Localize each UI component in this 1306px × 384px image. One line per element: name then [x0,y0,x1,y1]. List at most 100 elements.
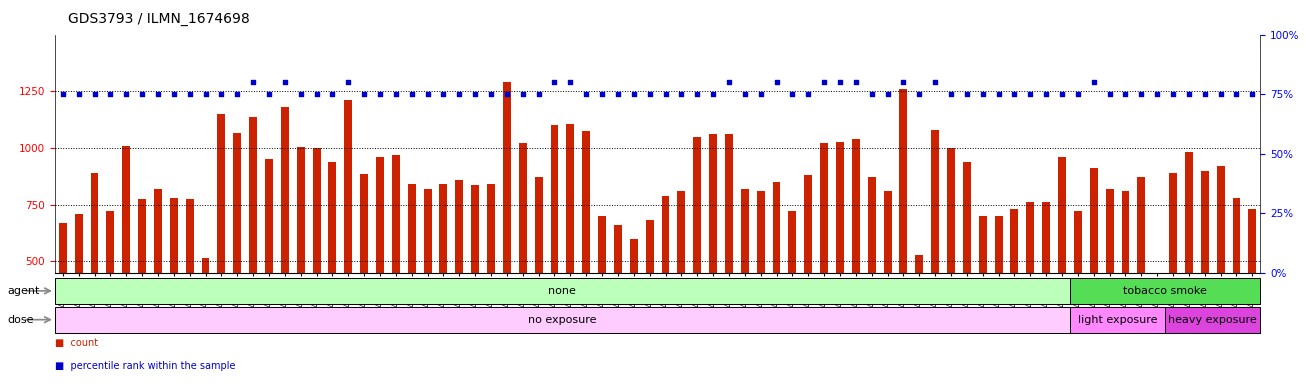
Point [243,79,264,85]
Bar [170,198,178,273]
Bar [995,216,1003,273]
Bar [1074,212,1081,273]
Bar [645,220,653,273]
Point [528,91,549,97]
Point [878,91,899,97]
Text: tobacco smoke: tobacco smoke [1123,286,1207,296]
Bar [978,216,987,273]
Bar [201,258,209,273]
Bar [534,177,542,273]
Bar [1106,189,1114,273]
Point [545,79,565,85]
Bar [582,131,590,273]
Point [417,91,438,97]
Bar [503,82,511,273]
Text: no exposure: no exposure [528,314,597,325]
Bar [1011,209,1019,273]
Bar [725,134,733,273]
Point [940,91,961,97]
Point [1194,91,1215,97]
Point [1083,79,1104,85]
Point [734,91,755,97]
Point [1131,91,1152,97]
Bar [360,174,368,273]
Bar [138,199,146,273]
Point [750,91,771,97]
Bar [820,143,828,273]
Point [798,91,819,97]
Bar [1089,168,1098,273]
Bar [900,89,908,273]
Point [132,91,153,97]
Bar [963,162,970,273]
Point [1036,91,1057,97]
Text: ■  percentile rank within the sample: ■ percentile rank within the sample [55,361,235,371]
Point [101,91,121,97]
Bar [1169,173,1177,273]
Bar [1070,307,1165,333]
Bar [345,100,353,273]
Text: heavy exposure: heavy exposure [1169,314,1258,325]
Point [465,91,486,97]
Point [52,91,73,97]
Bar [1249,209,1256,273]
Point [1242,91,1263,97]
Point [179,91,200,97]
Bar [376,157,384,273]
Point [845,79,866,85]
Point [370,91,390,97]
Bar [804,175,812,273]
Bar [867,177,875,273]
Point [259,91,279,97]
Bar [296,147,304,273]
Point [84,91,104,97]
Bar [154,189,162,273]
Bar [1217,166,1225,273]
Bar [74,214,82,273]
Point [290,91,311,97]
Bar [789,212,797,273]
Bar [836,142,844,273]
Bar [1165,307,1260,333]
Point [687,91,708,97]
Point [656,91,677,97]
Point [956,91,977,97]
Point [496,91,517,97]
Bar [693,137,701,273]
Bar [265,159,273,273]
Bar [1122,191,1130,273]
Point [814,79,835,85]
Point [861,91,882,97]
Point [623,91,644,97]
Bar [756,191,764,273]
Bar [1042,202,1050,273]
Text: agent: agent [8,286,40,296]
Point [338,79,359,85]
Point [434,91,454,97]
Bar [59,223,67,273]
Point [576,91,597,97]
Point [767,79,788,85]
Bar [884,191,892,273]
Bar [773,182,781,273]
Point [323,91,343,97]
Point [1211,91,1232,97]
Text: dose: dose [8,314,34,325]
Point [989,91,1010,97]
Bar [678,191,686,273]
Bar [456,180,464,273]
Bar [487,184,495,273]
Bar [1027,202,1034,273]
Bar [249,118,257,273]
Bar [551,125,559,273]
Point [1051,91,1072,97]
Point [306,91,326,97]
Text: none: none [549,286,576,296]
Point [607,91,628,97]
Point [1178,91,1199,97]
Bar [947,148,955,273]
Point [227,91,248,97]
Point [1162,91,1183,97]
Bar [55,278,1070,304]
Bar [852,139,859,273]
